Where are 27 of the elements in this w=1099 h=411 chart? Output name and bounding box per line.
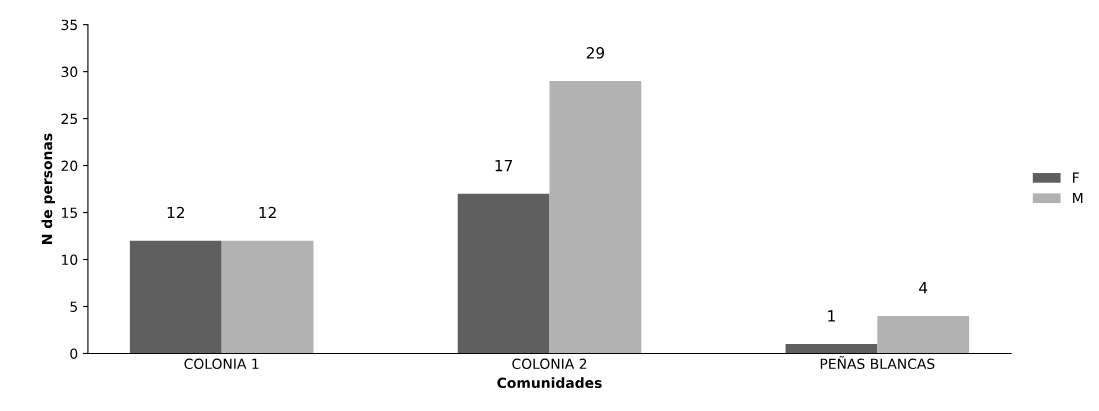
y-tick-label: 20	[61, 160, 78, 172]
data-label: 29	[586, 47, 605, 59]
x-axis-title: Comunidades	[497, 377, 602, 389]
data-label: 4	[919, 282, 928, 294]
y-axis-title: N de personas	[41, 133, 55, 244]
y-tick-label: 35	[61, 19, 77, 31]
x-tick-label: COLONIA 1	[184, 358, 259, 370]
data-label: 12	[259, 206, 276, 219]
y-tick-label: 30	[61, 66, 78, 78]
data-label: 17	[495, 160, 513, 172]
bar	[221, 240, 314, 354]
legend-label: M	[1073, 192, 1083, 204]
x-tick-label: COLONIA 2	[512, 358, 587, 370]
x-tick-label: PEÑAS BLANCAS	[820, 356, 935, 370]
y-tick-label: 10	[62, 254, 78, 265]
data-label: 1	[828, 310, 835, 322]
y-tick-label: 25	[61, 113, 77, 125]
bar	[129, 240, 222, 354]
bar	[457, 193, 550, 354]
bar	[785, 344, 878, 354]
bar	[877, 315, 970, 354]
legend-label: F	[1073, 172, 1079, 183]
bar	[549, 81, 642, 354]
y-tick-label: 15	[62, 207, 77, 219]
y-tick-label: 0	[70, 348, 78, 359]
data-label: 12	[167, 206, 184, 219]
y-tick-label: 5	[70, 301, 77, 312]
